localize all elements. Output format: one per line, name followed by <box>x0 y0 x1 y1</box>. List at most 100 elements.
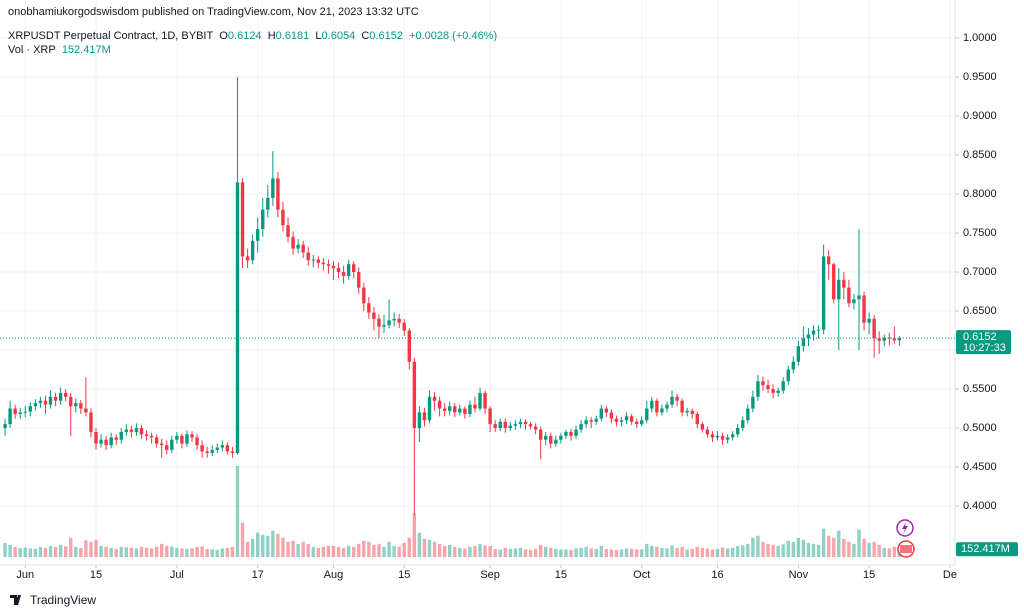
volume-bar <box>458 547 462 557</box>
volume-bar <box>392 545 396 557</box>
candle-body <box>154 437 159 444</box>
candle-body <box>109 437 113 446</box>
volume-tag-label: 152.417M <box>961 543 1010 555</box>
candle-body <box>508 425 513 429</box>
volume-bar <box>488 545 492 557</box>
volume-bar <box>255 532 260 557</box>
volume-bar <box>533 548 538 557</box>
volume-bar <box>473 545 477 557</box>
volume-bar <box>518 547 523 557</box>
volume-bar <box>316 547 321 557</box>
candle-body <box>69 396 73 407</box>
x-tick-label: De <box>943 569 957 581</box>
volume-bar <box>266 535 270 557</box>
volume-bar <box>826 535 831 557</box>
volume-bar <box>154 546 159 557</box>
volume-bar <box>624 548 629 557</box>
volume-bar <box>584 546 588 557</box>
candle-body <box>680 400 684 413</box>
candle-body <box>8 408 12 425</box>
volume-bar <box>811 543 816 557</box>
candle-body <box>503 421 507 429</box>
flag-icon-stripes <box>900 545 912 553</box>
candle-body <box>129 429 134 432</box>
candle-body <box>255 229 260 241</box>
volume-bar <box>442 545 447 557</box>
volume-bar <box>791 541 796 557</box>
volume-bar <box>33 548 38 557</box>
candle-body <box>448 406 452 411</box>
volume-bar <box>640 549 644 557</box>
volume-bar <box>129 547 134 557</box>
candle-body <box>458 408 462 413</box>
volume-bar <box>710 549 715 557</box>
volume-bar <box>13 546 17 557</box>
candle-body <box>33 403 38 407</box>
volume-bar <box>493 548 497 557</box>
volume-bar <box>286 541 290 557</box>
volume-bar <box>650 545 654 557</box>
volume-bar <box>786 540 790 557</box>
x-tick-label: 15 <box>90 569 102 581</box>
event-icon-bolt <box>902 522 908 534</box>
volume-bar <box>685 549 689 557</box>
volume-bar <box>200 546 204 557</box>
candle-body <box>786 369 790 382</box>
volume-bar <box>751 537 755 557</box>
x-tick-label: 17 <box>252 569 264 581</box>
volume-bar <box>185 548 189 557</box>
volume-bar <box>372 544 376 557</box>
volume-bar <box>660 547 664 557</box>
candle-body <box>180 435 184 444</box>
candle-body <box>362 287 366 304</box>
volume-bar <box>291 540 295 557</box>
volume-bar <box>468 546 472 557</box>
volume-bar <box>159 543 164 557</box>
candle-body <box>847 287 851 304</box>
candle-body <box>306 252 310 261</box>
volume-bar <box>402 542 406 557</box>
candle-body <box>821 256 826 330</box>
candle-body <box>569 431 573 436</box>
volume-bar <box>695 546 700 557</box>
candle-body <box>336 268 341 273</box>
volume-bar <box>53 546 58 557</box>
volume-bar <box>832 537 836 557</box>
candle-body <box>377 318 381 327</box>
candle-body <box>170 439 174 450</box>
x-tick-label: 15 <box>555 569 567 581</box>
candle-body <box>48 396 53 405</box>
candle-body <box>387 320 391 326</box>
volume-bar <box>377 543 381 557</box>
volume-bar <box>79 547 83 557</box>
candle-body <box>594 418 598 422</box>
publisher-line: onobhamiukorgodswisdom published on Trad… <box>8 6 419 18</box>
volume-bar <box>508 548 513 557</box>
volume-bar <box>609 549 614 557</box>
candle-body <box>185 434 189 444</box>
candle-body <box>523 421 528 425</box>
volume-bar <box>746 543 750 557</box>
candle-body <box>382 325 386 327</box>
volume-bar <box>619 549 624 557</box>
candle-body <box>89 412 93 432</box>
candle-body <box>533 426 538 430</box>
candle-body <box>453 406 457 413</box>
candle-body <box>38 400 43 404</box>
candle-body <box>730 434 735 438</box>
candle-body <box>624 416 629 421</box>
volume-bar <box>872 541 876 557</box>
o-value: 0.6124 <box>227 30 262 42</box>
candle-body <box>134 428 139 432</box>
volume-bar <box>362 540 366 557</box>
candle-body <box>781 381 785 391</box>
candle-body <box>79 403 83 409</box>
candle-body <box>119 431 123 440</box>
brand-name: TradingView <box>30 593 97 607</box>
volume-bar <box>321 546 326 557</box>
volume-bar <box>28 548 33 557</box>
candle-body <box>276 178 280 210</box>
candle-body <box>645 408 649 421</box>
candle-body <box>842 279 846 288</box>
